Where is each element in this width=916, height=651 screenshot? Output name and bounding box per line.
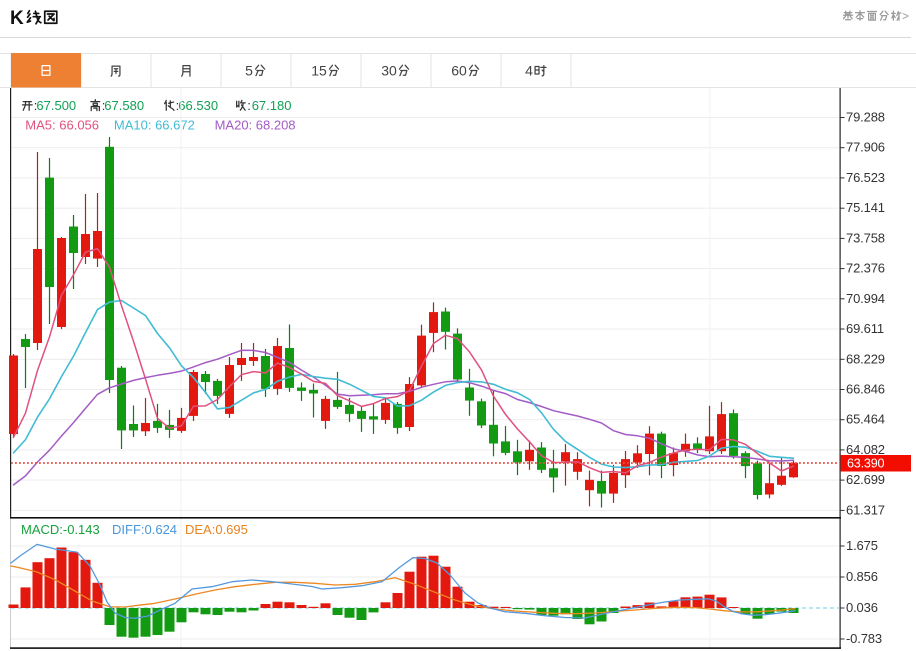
svg-text:0.856: 0.856	[846, 569, 878, 584]
svg-text:1.675: 1.675	[846, 538, 878, 553]
svg-text:0.036: 0.036	[846, 600, 878, 615]
svg-text:75.141: 75.141	[846, 200, 885, 215]
svg-text:-0.783: -0.783	[846, 631, 882, 646]
svg-text:66.530: 66.530	[178, 98, 218, 113]
svg-text:73.758: 73.758	[846, 230, 885, 245]
svg-text:30: 30	[381, 63, 397, 79]
svg-text::: :	[102, 98, 106, 113]
svg-text:MA10: 66.672: MA10: 66.672	[114, 118, 195, 133]
svg-text:K: K	[10, 8, 24, 29]
svg-text:69.611: 69.611	[846, 321, 884, 336]
svg-text:67.180: 67.180	[252, 98, 292, 113]
svg-text:MA20: 68.208: MA20: 68.208	[215, 118, 296, 133]
svg-text::: :	[34, 98, 38, 113]
svg-text:DEA:0.695: DEA:0.695	[185, 522, 248, 537]
svg-text:4: 4	[525, 63, 533, 79]
svg-text:62.699: 62.699	[846, 472, 885, 487]
svg-text:MA5: 66.056: MA5: 66.056	[25, 118, 99, 133]
svg-text:60: 60	[451, 63, 467, 79]
svg-text:67.580: 67.580	[104, 98, 144, 113]
svg-text:61.317: 61.317	[846, 502, 885, 517]
svg-text:68.229: 68.229	[846, 351, 885, 366]
svg-text:5: 5	[245, 63, 253, 79]
svg-text:72.376: 72.376	[846, 261, 885, 276]
svg-text:79.288: 79.288	[846, 110, 885, 125]
svg-text:66.846: 66.846	[846, 381, 885, 396]
svg-text:67.500: 67.500	[36, 98, 76, 113]
svg-text:63.390: 63.390	[847, 456, 885, 470]
svg-text:>: >	[902, 9, 909, 23]
svg-text::: :	[176, 98, 180, 113]
svg-text:15: 15	[311, 63, 327, 79]
svg-text:65.464: 65.464	[846, 412, 885, 427]
svg-text:70.994: 70.994	[846, 291, 885, 306]
svg-text::: :	[247, 98, 251, 113]
svg-text:DIFF:0.624: DIFF:0.624	[112, 522, 177, 537]
svg-text:76.523: 76.523	[846, 170, 885, 185]
svg-text:64.082: 64.082	[846, 442, 885, 457]
svg-text:MACD:-0.143: MACD:-0.143	[21, 522, 100, 537]
svg-text:77.906: 77.906	[846, 140, 885, 155]
